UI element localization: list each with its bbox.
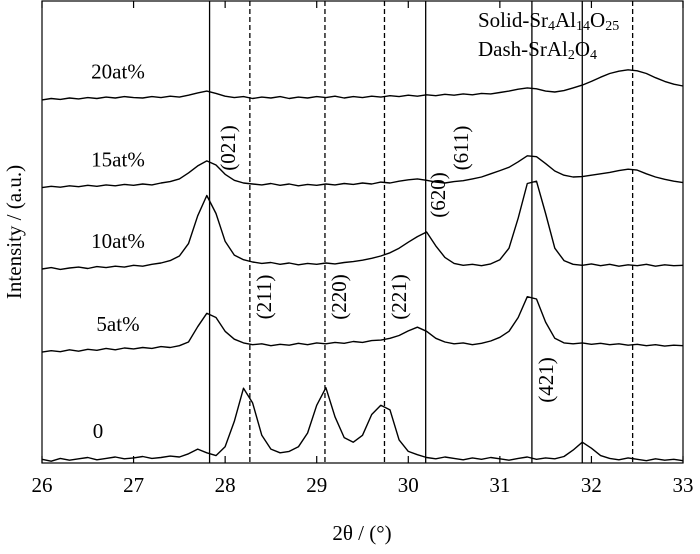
- x-axis-label: 2θ / (°): [332, 521, 391, 545]
- x-tick-label: 32: [581, 473, 602, 497]
- peak-annotation: (620): [426, 172, 450, 218]
- peak-annotation: (421): [534, 357, 558, 403]
- series-label: 0: [93, 419, 104, 443]
- series-line: [41, 296, 684, 353]
- series-label: 15at%: [91, 147, 145, 171]
- series-line: [41, 180, 684, 271]
- legend-entry: Solid-Sr4Al14O25: [478, 8, 619, 34]
- peak-annotation: (221): [387, 274, 411, 320]
- x-tick-label: 26: [32, 473, 53, 497]
- x-tick-label: 31: [489, 473, 510, 497]
- x-tick-label: 33: [673, 473, 694, 497]
- series-line: [41, 387, 684, 462]
- peak-annotation: (021): [216, 125, 240, 171]
- peak-annotation: (211): [252, 275, 276, 320]
- peak-annotation: (220): [327, 274, 351, 320]
- x-tick-label: 28: [215, 473, 236, 497]
- peak-annotation: (611): [449, 126, 473, 171]
- series-line: [41, 69, 684, 101]
- series-label: 5at%: [96, 312, 139, 336]
- plot-frame: [41, 0, 684, 464]
- y-axis-label: Intensity / (a.u.): [2, 165, 26, 299]
- series-label: 20at%: [91, 60, 145, 84]
- x-tick-label: 29: [306, 473, 327, 497]
- series-label: 10at%: [91, 229, 145, 253]
- series-line: [41, 155, 684, 189]
- x-tick-label: 27: [123, 473, 144, 497]
- legend-entry: Dash-SrAl2O4: [478, 37, 597, 63]
- x-tick-label: 30: [398, 473, 419, 497]
